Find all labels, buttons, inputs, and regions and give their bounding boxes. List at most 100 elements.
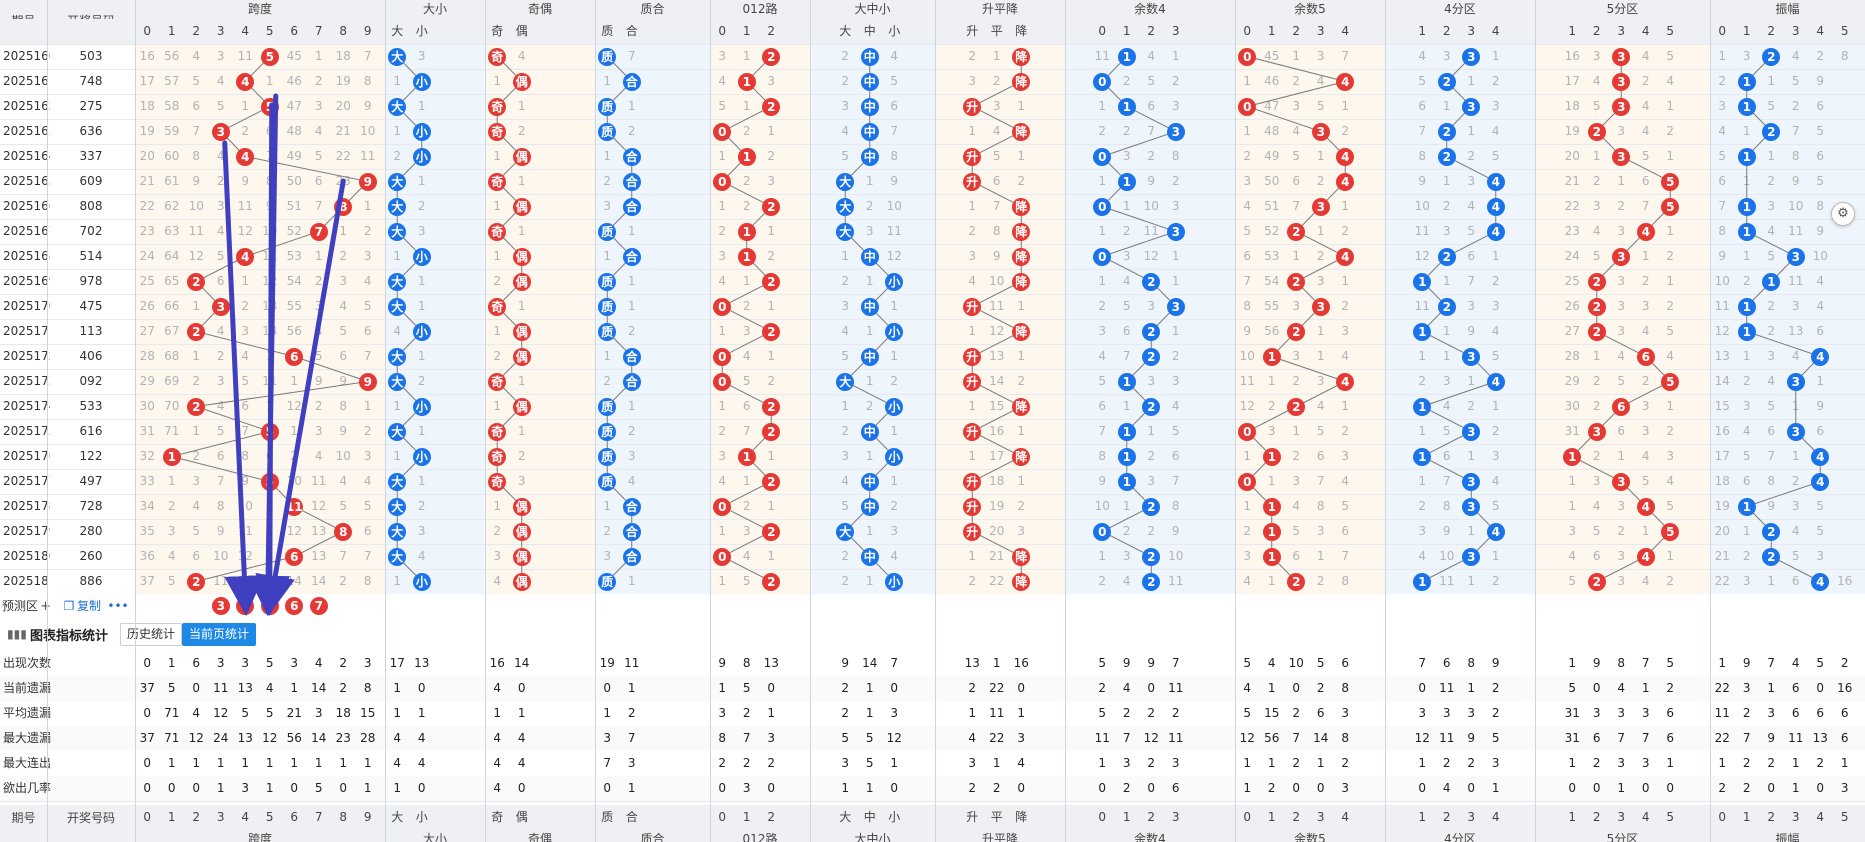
miss-count: 4 bbox=[841, 324, 850, 338]
stats-row: 最大连出 0 1 1 1 1 1 1 1 1 1 4 4 4 4 7 3 2 2 2 3 5 1 3 1 4 1 3 2 3 1 1 2 1 2 1 2… bbox=[0, 751, 1865, 777]
miss-count: 1 bbox=[1316, 224, 1325, 238]
miss-count: 45 bbox=[286, 49, 302, 63]
stats-value: 3 bbox=[841, 756, 850, 770]
hit-ball: 3 bbox=[1587, 422, 1606, 441]
hit-ball: 偶 bbox=[512, 322, 531, 341]
miss-count: 7 bbox=[1442, 474, 1451, 488]
copy-icon[interactable]: ❐ bbox=[63, 599, 75, 613]
miss-count: 3 bbox=[1641, 299, 1650, 313]
miss-count: 4 bbox=[517, 49, 526, 63]
group-header: 大小 bbox=[422, 832, 447, 842]
miss-count: 18 bbox=[1714, 474, 1730, 488]
miss-count: 6 bbox=[216, 274, 225, 288]
miss-count: 1 bbox=[393, 449, 402, 463]
predict-ball[interactable]: 4 bbox=[236, 597, 255, 615]
settings-gear-icon[interactable]: ⚙ bbox=[1831, 202, 1855, 226]
hit-ball: 2 bbox=[1762, 47, 1781, 66]
miss-count: 3 bbox=[1122, 249, 1131, 263]
miss-count: 11 bbox=[188, 224, 204, 238]
miss-count: 11 bbox=[237, 199, 253, 213]
miss-count: 6 bbox=[192, 549, 201, 563]
sub-column-header: 0 bbox=[143, 810, 152, 824]
hit-ball: 中 bbox=[860, 422, 879, 441]
miss-count: 6 bbox=[1147, 99, 1156, 113]
sub-column-header: 4 bbox=[1641, 24, 1650, 38]
miss-count: 5 bbox=[1742, 449, 1751, 463]
miss-count: 11 bbox=[311, 474, 327, 488]
miss-count: 4 bbox=[742, 349, 751, 363]
hit-ball: 9 bbox=[358, 172, 377, 191]
draw-number: 475 bbox=[79, 299, 103, 313]
miss-count: 17 bbox=[989, 449, 1005, 463]
miss-count: 1 bbox=[890, 474, 899, 488]
predict-ball[interactable]: 3 bbox=[211, 597, 230, 615]
miss-count: 14 bbox=[989, 374, 1005, 388]
hit-ball: 中 bbox=[860, 147, 879, 166]
hit-ball: 2 bbox=[1437, 297, 1456, 316]
stats-value: 3 bbox=[1491, 756, 1500, 770]
hit-ball: 1 bbox=[1737, 322, 1756, 341]
current-page-stats-button[interactable]: 当前页统计 bbox=[182, 623, 257, 646]
miss-count: 2 bbox=[290, 449, 299, 463]
miss-count: 2 bbox=[363, 424, 372, 438]
miss-count: 1 bbox=[241, 99, 250, 113]
miss-count: 2 bbox=[1791, 474, 1800, 488]
stats-value: 3 bbox=[1641, 756, 1650, 770]
hit-ball: 2 bbox=[1762, 122, 1781, 141]
table-row: 20251636361959732648421101小奇2质20214中714降… bbox=[0, 119, 1865, 145]
miss-count: 2 bbox=[968, 574, 977, 588]
more-icon[interactable]: ••• bbox=[107, 599, 129, 613]
hit-ball: 大 bbox=[388, 272, 407, 291]
miss-count: 5 bbox=[339, 324, 348, 338]
miss-count: 3 bbox=[968, 249, 977, 263]
miss-count: 9 bbox=[314, 374, 323, 388]
miss-count: 3 bbox=[1442, 49, 1451, 63]
stats-value: 6 bbox=[1341, 656, 1350, 670]
sub-column-header: 4 bbox=[1491, 24, 1500, 38]
miss-count: 2 bbox=[192, 449, 201, 463]
hit-ball: 1 bbox=[737, 222, 756, 241]
stats-value: 1 bbox=[627, 781, 636, 795]
miss-count: 63 bbox=[164, 224, 180, 238]
miss-count: 1 bbox=[1243, 449, 1252, 463]
miss-count: 4 bbox=[1418, 549, 1427, 563]
miss-count: 7 bbox=[1418, 124, 1427, 138]
miss-count: 2 bbox=[1742, 274, 1751, 288]
miss-count: 6 bbox=[216, 449, 225, 463]
miss-count: 2 bbox=[1666, 299, 1675, 313]
miss-count: 1 bbox=[265, 349, 274, 363]
hit-ball: 11 bbox=[285, 497, 304, 516]
predict-ball[interactable]: 6 bbox=[285, 597, 304, 615]
hit-ball: 4 bbox=[1811, 472, 1830, 491]
hit-ball: 大 bbox=[388, 347, 407, 366]
miss-count: 1 bbox=[192, 299, 201, 313]
miss-count: 1 bbox=[1666, 224, 1675, 238]
plus-icon[interactable]: + bbox=[40, 599, 50, 614]
stats-value: 1 bbox=[627, 681, 636, 695]
miss-count: 2 bbox=[1098, 574, 1107, 588]
predict-ball[interactable]: 5 bbox=[260, 597, 279, 615]
miss-count: 21 bbox=[1714, 549, 1730, 563]
hit-ball: 0 bbox=[1238, 97, 1257, 116]
stats-value: 9 bbox=[1147, 656, 1156, 670]
miss-count: 1 bbox=[1017, 99, 1026, 113]
history-stats-button[interactable]: 历史统计 bbox=[120, 623, 183, 646]
copy-button[interactable]: 复制 bbox=[76, 599, 101, 613]
miss-count: 1 bbox=[718, 324, 727, 338]
group-divider bbox=[595, 0, 596, 842]
miss-count: 5 bbox=[1666, 324, 1675, 338]
predict-ball[interactable]: 7 bbox=[309, 597, 328, 615]
miss-count: 7 bbox=[1341, 549, 1350, 563]
group-header: 大中小 bbox=[854, 2, 891, 16]
hit-ball: 2 bbox=[1437, 147, 1456, 166]
miss-count: 1 bbox=[1767, 74, 1776, 88]
stats-value: 6 bbox=[1791, 681, 1800, 695]
miss-count: 3 bbox=[1292, 474, 1301, 488]
hit-ball: 大 bbox=[388, 497, 407, 516]
miss-count: 8 bbox=[1816, 199, 1825, 213]
hit-ball: 3 bbox=[1612, 247, 1631, 266]
hit-ball: 0 bbox=[713, 547, 732, 566]
miss-count: 1 bbox=[1742, 524, 1751, 538]
stats-value: 4 bbox=[493, 781, 502, 795]
